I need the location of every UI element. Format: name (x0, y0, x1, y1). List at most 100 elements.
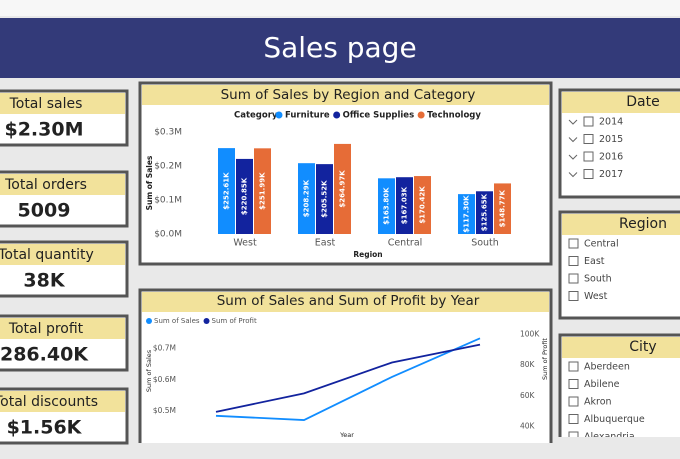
x-tick-label: South (471, 238, 499, 249)
y2-tick-label: 80K (520, 360, 536, 369)
bar (218, 148, 235, 234)
y2-tick-label: 100K (520, 330, 540, 339)
title-band (142, 292, 549, 312)
kpi-value: $1.56K (7, 417, 83, 439)
bar-value-label: $125.65K (481, 193, 489, 231)
series-line (215, 343, 481, 413)
title-band (0, 174, 125, 195)
bar-value-label: $251.99K (259, 172, 267, 210)
slicer-item: 2016 (599, 152, 623, 163)
chart-title: Sum of Sales and Sum of Profit by Year (217, 293, 480, 309)
checkbox (568, 396, 579, 407)
legend-marker (417, 111, 425, 119)
top-strip (0, 0, 680, 16)
x-tick-label: Central (388, 238, 423, 249)
bar-value-label: $170.42K (419, 186, 427, 224)
checkbox (568, 273, 579, 284)
legend-label: Furniture (285, 111, 330, 121)
chart-title: Sum of Sales by Region and Category (221, 87, 476, 103)
slicer-item: East (584, 256, 605, 267)
title-band (0, 318, 125, 339)
bar-value-label: $205.52K (321, 180, 329, 218)
y-tick-label: $0.1M (154, 196, 182, 206)
legend-label: Technology (427, 111, 481, 121)
expand-chevron (568, 172, 578, 178)
x-tick-label: East (315, 238, 336, 249)
bar (316, 164, 333, 234)
bar-value-label: $220.85K (241, 177, 249, 215)
y2-axis-label: Sum of Profit (541, 338, 549, 380)
y-axis-label: Sum of Sales (145, 155, 154, 210)
bar (396, 177, 413, 234)
bar (494, 183, 511, 234)
panel-clip (138, 443, 554, 459)
title-band (562, 337, 680, 358)
y2-tick-label: 60K (520, 391, 536, 400)
header-bar (0, 18, 680, 78)
y2-tick-label: 40K (520, 421, 536, 430)
slicer-title: Region (619, 216, 667, 232)
expand-chevron (568, 119, 578, 125)
kpi-label: Total discounts (0, 394, 98, 410)
bar-value-label: $208.29K (303, 179, 311, 217)
legend-marker (275, 111, 283, 119)
y-tick-label: $0.5M (153, 406, 176, 415)
bar-value-label: $264.97K (339, 170, 347, 208)
bar-value-label: $163.80K (383, 187, 391, 225)
x-tick-label: West (233, 238, 257, 249)
title-band (0, 244, 125, 265)
slicer-item: Abilene (584, 379, 620, 390)
checkbox (568, 361, 579, 372)
bar (476, 191, 493, 234)
y-tick-label: $0.3M (154, 128, 182, 138)
y-tick-label: $0.7M (153, 344, 176, 353)
checkbox (583, 134, 594, 144)
slicer-title: Date (626, 94, 659, 110)
chart-panel (138, 288, 553, 452)
slicer-clip (556, 437, 680, 447)
bar (298, 163, 315, 234)
checkbox (568, 291, 579, 301)
y-axis-label: Sum of Sales (145, 349, 153, 392)
title-band (142, 85, 549, 105)
y-tick-label: $0.0M (154, 230, 182, 240)
x-axis-label: Year (339, 431, 354, 439)
title-band (0, 93, 125, 114)
slicer-item: West (584, 291, 608, 302)
slicer-item: Central (584, 239, 619, 250)
legend-label: Office Supplies (343, 111, 414, 121)
checkbox (583, 169, 594, 179)
legend-marker (333, 111, 341, 119)
slicer-title: City (629, 339, 656, 355)
bar (378, 178, 395, 234)
y-tick-label: $0.6M (153, 375, 176, 384)
kpi-value: 5009 (18, 200, 71, 222)
bar (458, 194, 475, 234)
legend-marker (203, 318, 210, 324)
bar-value-label: $117.30K (463, 195, 471, 233)
bar (334, 143, 351, 234)
kpi-label: Total quantity (0, 247, 94, 263)
page-title: Sales page (263, 31, 416, 64)
checkbox (568, 379, 579, 389)
bar-value-label: $148.77K (499, 189, 507, 227)
bar (414, 176, 431, 234)
checkbox (568, 238, 579, 249)
legend-label: Sum of Profit (212, 317, 257, 325)
kpi-value: 286.40K (0, 344, 89, 366)
kpi-value: 38K (23, 270, 65, 292)
slicer-item: Albuquerque (584, 414, 645, 425)
expand-chevron (568, 137, 578, 143)
legend-label: Sum of Sales (154, 317, 200, 325)
y-tick-label: $0.2M (154, 162, 182, 172)
checkbox (568, 256, 579, 266)
kpi-value: $2.30M (4, 119, 83, 141)
bar (254, 148, 271, 234)
bar-value-label: $252.61K (223, 172, 231, 210)
legend-title: Category (234, 111, 278, 121)
title-band (562, 92, 680, 113)
title-band (562, 214, 680, 235)
slicer-item: 2014 (599, 117, 623, 128)
bar-value-label: $167.03K (401, 186, 409, 224)
